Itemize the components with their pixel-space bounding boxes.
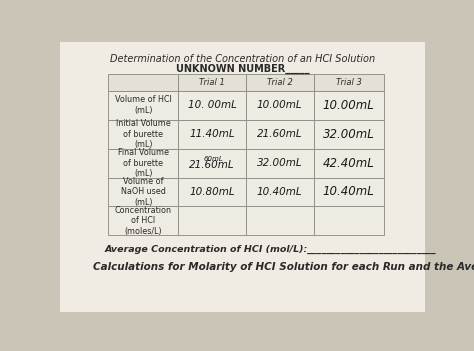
Text: UNKNOWN NUMBER_____: UNKNOWN NUMBER_____ [176, 64, 310, 74]
Text: 10. 00mL: 10. 00mL [188, 100, 237, 110]
Text: 21.60mL: 21.60mL [189, 160, 234, 170]
Bar [179, 74, 246, 91]
Text: 10.40mL: 10.40mL [257, 187, 302, 197]
Bar [108, 74, 179, 91]
Bar [246, 91, 313, 120]
Text: 60mL: 60mL [204, 156, 224, 162]
Text: 10.40mL: 10.40mL [323, 185, 374, 198]
Bar [108, 178, 179, 206]
Text: Average Concentration of HCI (mol/L):___________________________: Average Concentration of HCI (mol/L):___… [104, 245, 436, 254]
Text: 10.00mL: 10.00mL [257, 100, 302, 110]
Bar [313, 178, 384, 206]
Bar [313, 206, 384, 236]
Bar [313, 91, 384, 120]
Text: 32.00mL: 32.00mL [323, 127, 374, 141]
Bar [179, 120, 246, 148]
Text: Trial 2: Trial 2 [267, 78, 293, 87]
Text: 10.00mL: 10.00mL [323, 99, 374, 112]
Bar [246, 178, 313, 206]
Bar [179, 178, 246, 206]
Bar [246, 148, 313, 178]
Bar [108, 148, 179, 178]
Bar [179, 206, 246, 236]
Bar [246, 206, 313, 236]
Text: Volume of
NaOH used
(mL): Volume of NaOH used (mL) [121, 177, 166, 207]
Text: 10.80mL: 10.80mL [190, 187, 235, 197]
Bar [246, 120, 313, 148]
Bar [179, 91, 246, 120]
Bar [313, 74, 384, 91]
Text: Trial 3: Trial 3 [336, 78, 362, 87]
Text: Determination of the Concentration of an HCI Solution: Determination of the Concentration of an… [110, 54, 375, 65]
Bar [179, 148, 246, 178]
Text: 32.00mL: 32.00mL [257, 158, 302, 168]
Text: 42.40mL: 42.40mL [323, 157, 374, 170]
Text: Initial Volume
of burette
(mL): Initial Volume of burette (mL) [116, 119, 171, 149]
Bar [108, 206, 179, 236]
Text: Volume of HCI
(mL): Volume of HCI (mL) [115, 95, 172, 115]
Text: Final Volume
of burette
(mL): Final Volume of burette (mL) [118, 148, 169, 178]
Bar [108, 120, 179, 148]
Bar [313, 148, 384, 178]
Bar [313, 120, 384, 148]
Text: Concentration
of HCI
(moles/L): Concentration of HCI (moles/L) [115, 206, 172, 236]
Text: Calculations for Molarity of HCI Solution for each Run and the Average Molarity: Calculations for Molarity of HCI Solutio… [93, 261, 474, 272]
Text: 21.60mL: 21.60mL [257, 129, 302, 139]
Bar [108, 91, 179, 120]
Text: Trial 1: Trial 1 [199, 78, 225, 87]
Bar [246, 74, 313, 91]
Text: 11.40mL: 11.40mL [190, 129, 235, 139]
